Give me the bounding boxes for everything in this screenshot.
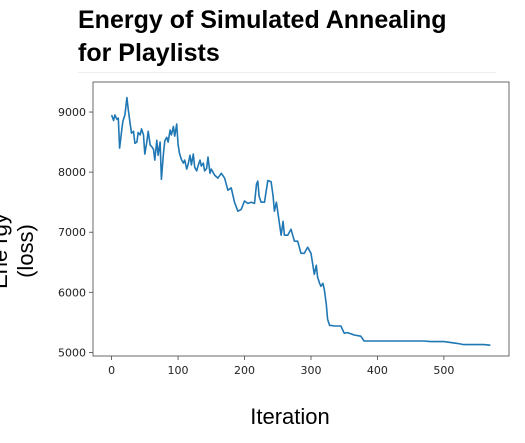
y-tick-label: 9000: [58, 106, 86, 119]
title-divider: [78, 72, 496, 73]
y-tick-label: 5000: [58, 346, 86, 359]
x-axis-label: Iteration: [250, 404, 330, 429]
y-axis-label: Ene rgy (loss): [0, 213, 38, 289]
axis-ticks: 0 100 200 300 400 500 5000 6000 7000 8000 9000: [58, 106, 454, 377]
x-tick-label: 200: [234, 364, 255, 377]
chart-title: Energy of Simulated Annealing for Playli…: [78, 6, 447, 67]
y-tick-label: 7000: [58, 226, 86, 239]
plot-frame: [92, 81, 510, 357]
x-tick-label: 300: [300, 364, 321, 377]
energy-series-line: [110, 96, 491, 346]
y-tick-label: 8000: [58, 166, 86, 179]
x-tick-label: 100: [168, 364, 189, 377]
x-tick-label: 400: [367, 364, 388, 377]
x-tick-label: 0: [108, 364, 115, 377]
x-tick-label: 500: [433, 364, 454, 377]
y-tick-label: 6000: [58, 286, 86, 299]
